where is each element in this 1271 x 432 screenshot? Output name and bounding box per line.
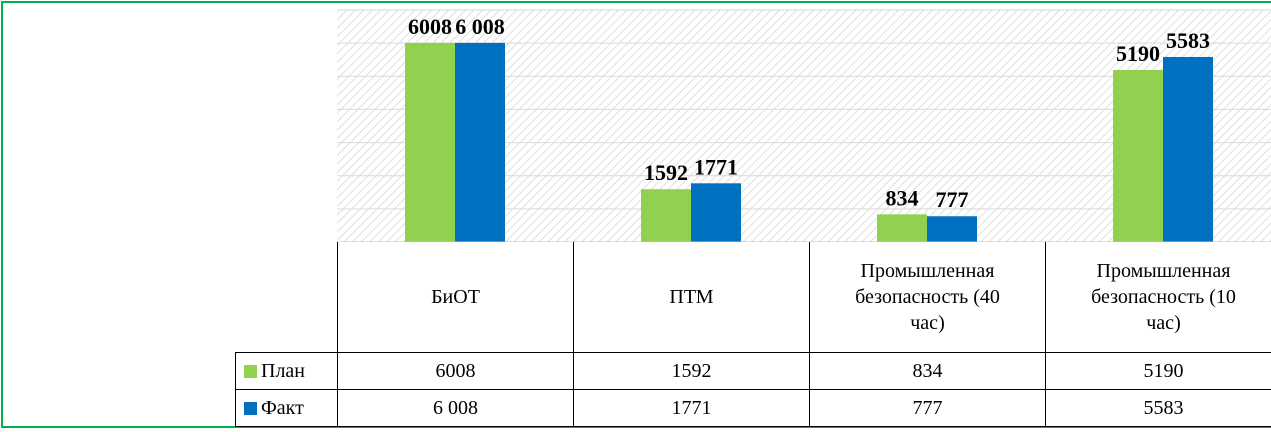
bar <box>455 42 505 242</box>
table-value: 6008 <box>337 352 574 390</box>
bar <box>691 183 741 242</box>
data-label: 834 <box>886 185 919 210</box>
data-label: 1771 <box>694 154 738 179</box>
table-value: 834 <box>809 352 1046 390</box>
data-label: 777 <box>936 187 969 212</box>
legend-swatch <box>244 401 257 415</box>
legend-entry: План <box>235 352 338 390</box>
legend-label: План <box>261 359 306 382</box>
legend-entry: Факт <box>235 389 338 427</box>
bar <box>1113 69 1163 242</box>
table-value: 1771 <box>573 389 810 427</box>
table-value: 1592 <box>573 352 810 390</box>
x-tick-label: БиОТ <box>337 242 574 353</box>
bar <box>641 189 691 242</box>
table-value: 5190 <box>1045 352 1271 390</box>
x-tick-label: ПТМ <box>573 242 810 353</box>
x-tick-label: Промышленная безопасность (40 час) <box>809 242 1046 353</box>
table-value: 6 008 <box>337 389 574 427</box>
data-label: 6008 <box>408 14 452 39</box>
data-label: 6 008 <box>455 14 505 39</box>
bar <box>927 216 977 242</box>
legend-swatch <box>244 364 257 378</box>
legend-label: Факт <box>261 396 304 419</box>
data-label: 5190 <box>1116 41 1160 66</box>
bar <box>405 42 455 242</box>
x-tick-label: Промышленная безопасность (10 час) <box>1045 242 1271 353</box>
data-label: 1592 <box>644 160 688 185</box>
table-value: 5583 <box>1045 389 1271 427</box>
bar <box>877 214 927 242</box>
bar <box>1163 56 1213 243</box>
data-label: 5583 <box>1166 28 1210 53</box>
table-value: 777 <box>809 389 1046 427</box>
